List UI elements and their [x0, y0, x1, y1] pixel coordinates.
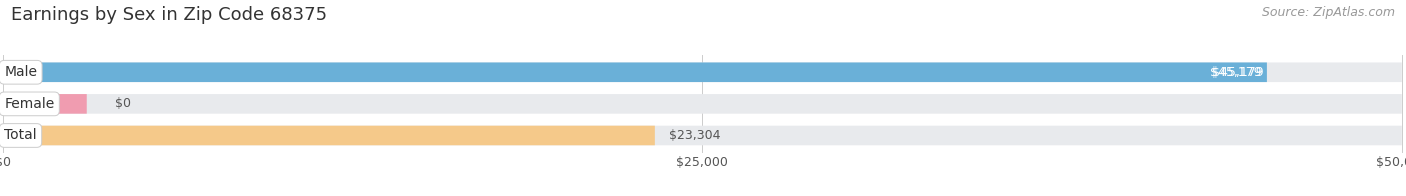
Text: Total: Total — [4, 129, 37, 142]
Text: $23,304: $23,304 — [669, 129, 720, 142]
Text: Female: Female — [4, 97, 55, 111]
FancyBboxPatch shape — [3, 94, 87, 114]
Text: $45,179: $45,179 — [1212, 66, 1264, 79]
Text: Source: ZipAtlas.com: Source: ZipAtlas.com — [1261, 6, 1395, 19]
FancyBboxPatch shape — [3, 63, 1267, 82]
Text: $0: $0 — [115, 97, 131, 110]
FancyBboxPatch shape — [3, 94, 1402, 114]
FancyBboxPatch shape — [3, 126, 655, 145]
Text: $45,179: $45,179 — [1209, 66, 1261, 79]
FancyBboxPatch shape — [3, 126, 1402, 145]
FancyBboxPatch shape — [3, 63, 1402, 82]
Text: Male: Male — [4, 65, 37, 79]
Text: Earnings by Sex in Zip Code 68375: Earnings by Sex in Zip Code 68375 — [11, 6, 328, 24]
